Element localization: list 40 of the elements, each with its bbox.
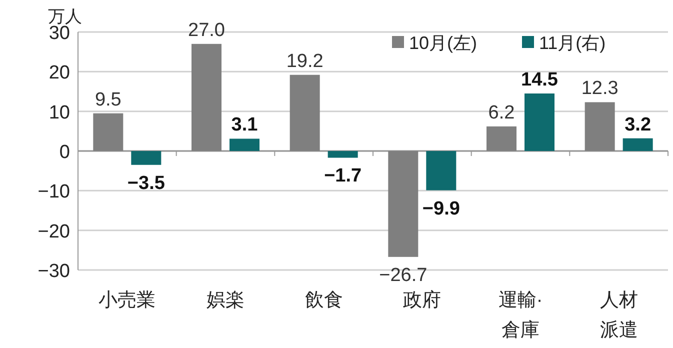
data-label: 3.2 bbox=[624, 114, 652, 136]
y-tick-label: −20 bbox=[38, 221, 70, 242]
bar bbox=[584, 102, 615, 151]
legend-label: 11月(右) bbox=[539, 33, 606, 53]
x-tick-label: 小売業 bbox=[98, 290, 156, 311]
bar bbox=[192, 44, 222, 151]
bar bbox=[230, 138, 260, 151]
y-axis-title: 万人 bbox=[48, 7, 82, 26]
bar bbox=[131, 151, 162, 165]
y-tick-label: 10 bbox=[48, 102, 70, 124]
y-tick-label: 20 bbox=[48, 62, 70, 84]
x-tick-label: 政府 bbox=[403, 289, 442, 311]
data-label: −26.7 bbox=[379, 264, 428, 286]
bar bbox=[486, 126, 516, 151]
data-label: −1.7 bbox=[324, 166, 362, 187]
data-label: 19.2 bbox=[286, 50, 324, 72]
y-tick-label: −30 bbox=[38, 261, 70, 282]
data-label: 6.2 bbox=[488, 102, 515, 124]
legend-label: 10月(左) bbox=[409, 33, 478, 53]
data-label: −3.5 bbox=[127, 172, 166, 194]
x-tick-label: 人材派遣 bbox=[600, 290, 638, 341]
data-label: 27.0 bbox=[188, 20, 225, 41]
data-label: 3.1 bbox=[231, 114, 258, 136]
y-tick-label: −10 bbox=[38, 182, 70, 203]
bar bbox=[93, 113, 124, 151]
bar bbox=[426, 151, 456, 190]
data-label: 12.3 bbox=[581, 78, 618, 100]
bar bbox=[622, 138, 653, 151]
data-label: −9.9 bbox=[422, 198, 460, 220]
bar bbox=[388, 151, 418, 257]
data-label: 9.5 bbox=[94, 89, 122, 110]
y-tick-label: 0 bbox=[59, 142, 70, 163]
bar bbox=[524, 93, 554, 151]
bar bbox=[328, 151, 358, 158]
x-tick-label: 飲食 bbox=[304, 290, 343, 311]
x-tick-label: 運輸·倉庫 bbox=[498, 290, 543, 341]
bar bbox=[290, 74, 320, 151]
data-label: 14.5 bbox=[521, 69, 558, 90]
x-tick-label: 娯楽 bbox=[206, 290, 244, 311]
y-tick-label: 30 bbox=[48, 23, 70, 44]
